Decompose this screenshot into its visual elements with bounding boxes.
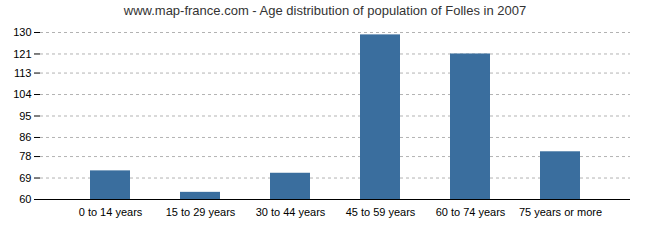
svg-text:69: 69 — [19, 172, 31, 184]
svg-text:104: 104 — [13, 88, 31, 100]
svg-text:15 to 29 years: 15 to 29 years — [166, 206, 236, 218]
svg-text:86: 86 — [19, 131, 31, 143]
html-text:www.map-france.com - Age distr: www.map-france.com - Age distribution of… — [123, 3, 527, 18]
svg-text:78: 78 — [19, 150, 31, 162]
svg-text:30 to 44 years: 30 to 44 years — [256, 206, 326, 218]
svg-text:45 to 59 years: 45 to 59 years — [346, 206, 416, 218]
svg-text:121: 121 — [13, 47, 31, 59]
svg-text:0 to 14 years: 0 to 14 years — [79, 206, 143, 218]
svg-text:113: 113 — [14, 67, 32, 79]
svg-text:130: 130 — [13, 26, 31, 38]
svg-text:95: 95 — [19, 110, 31, 122]
svg-text:75 years or more: 75 years or more — [519, 206, 602, 218]
svg-text:60: 60 — [19, 193, 31, 205]
svg-text:60 to 74 years: 60 to 74 years — [436, 206, 506, 218]
